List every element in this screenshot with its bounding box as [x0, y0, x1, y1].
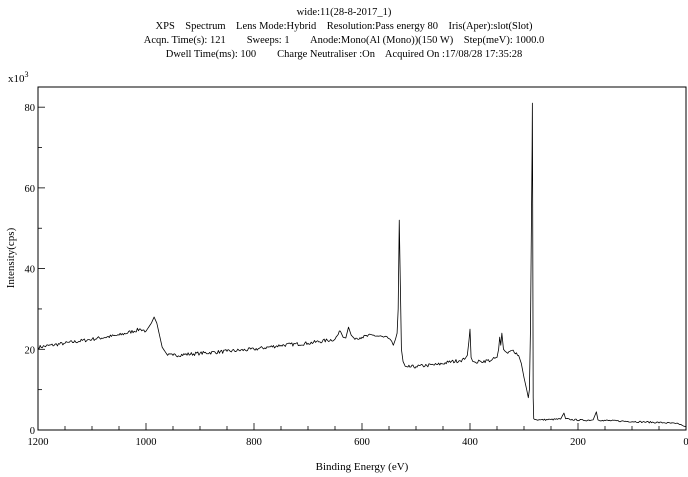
- y-multiplier-exponent: 3: [25, 70, 29, 79]
- y-tick-label: 0: [30, 426, 35, 437]
- acquisition-info-line-2: Acqn. Time(s): 121 Sweeps: 1 Anode:Mono(…: [143, 35, 545, 46]
- acquisition-info-line-1: XPS Spectrum Lens Mode:Hybrid Resolution…: [155, 21, 533, 32]
- y-axis-label: Intensity(cps): [5, 227, 17, 288]
- x-tick-label: 200: [570, 437, 586, 448]
- x-tick-label: 1000: [136, 437, 157, 448]
- plot-frame: [37, 86, 687, 431]
- spectrum-line: [37, 102, 687, 428]
- y-tick-label: 20: [25, 345, 36, 356]
- x-tick-label: 1200: [28, 437, 49, 448]
- y-tick-label: 40: [25, 265, 36, 276]
- x-tick-label: 800: [246, 437, 262, 448]
- acquisition-info-line-3: Dwell Time(ms): 100 Charge Neutraliser :…: [165, 49, 523, 60]
- x-axis-label: Binding Energy (eV): [316, 461, 409, 473]
- x-tick-label: 0: [683, 437, 688, 448]
- chart-title: wide:11(28-8-2017_1): [296, 7, 392, 18]
- y-tick-label: 80: [25, 103, 36, 114]
- x-tick-label: 400: [462, 437, 478, 448]
- y-multiplier-label: x103: [8, 70, 29, 85]
- x-tick-label: 600: [354, 437, 370, 448]
- y-tick-label: 60: [25, 184, 36, 195]
